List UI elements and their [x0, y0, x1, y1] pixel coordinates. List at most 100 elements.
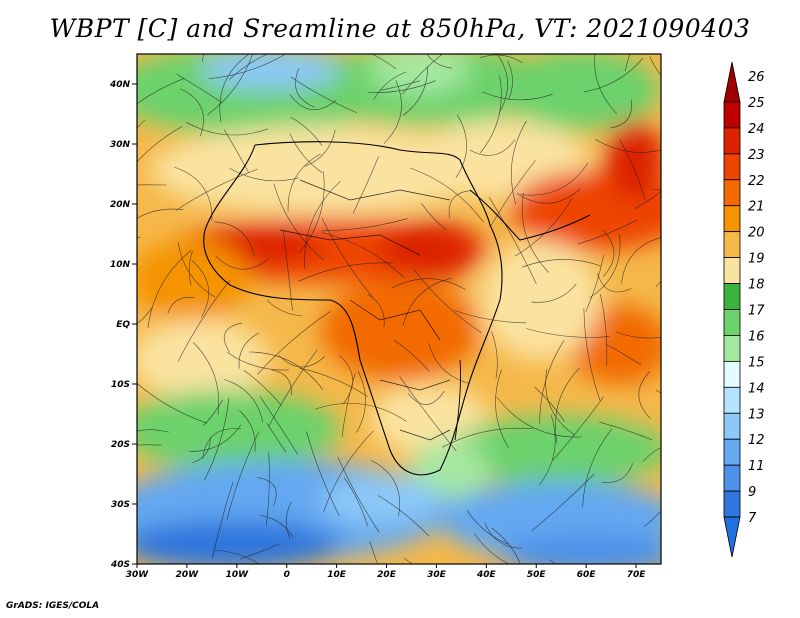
colorbar-label: 13	[748, 407, 765, 422]
colorbar-label: 16	[748, 329, 765, 344]
lat-tick-label: 20S	[111, 440, 130, 450]
lat-tick-label: 40N	[109, 80, 131, 90]
colorbar-label: 24	[748, 122, 765, 137]
streamline	[211, 482, 234, 559]
colorbar-swatch	[723, 335, 741, 362]
streamline	[597, 273, 632, 293]
streamline	[514, 198, 572, 257]
streamline	[298, 262, 394, 282]
lon-tick-label: 30E	[427, 570, 447, 580]
streamline	[201, 54, 204, 62]
streamline	[315, 403, 407, 422]
streamline	[137, 120, 145, 129]
streamline	[227, 351, 289, 371]
streamline	[223, 129, 249, 173]
streamline	[402, 54, 443, 95]
streamline	[298, 171, 325, 254]
streamline	[268, 349, 318, 427]
streamline	[378, 495, 430, 537]
streamline	[188, 424, 242, 452]
streamline	[599, 421, 653, 441]
streamline	[352, 156, 379, 214]
streamline	[304, 129, 336, 167]
coastlines	[203, 141, 591, 476]
map-title: WBPT [C] and Sreamline at 850hPa, VT: 20…	[49, 14, 751, 43]
colorbar-label: 21	[748, 200, 765, 215]
lon-tick-label: 10W	[226, 570, 250, 580]
streamline	[521, 192, 550, 273]
streamline	[214, 221, 255, 257]
streamlines	[137, 54, 661, 564]
streamline	[137, 429, 169, 433]
streamline	[229, 54, 269, 80]
streamline	[215, 255, 269, 270]
streamline	[496, 54, 508, 114]
streamline	[266, 300, 303, 317]
streamline	[203, 399, 223, 426]
streamline	[180, 88, 204, 137]
streamline	[239, 543, 280, 560]
colorbar-swatch	[723, 153, 741, 181]
streamline	[600, 294, 608, 367]
streamline	[413, 268, 482, 333]
colorbar-label: 18	[748, 278, 765, 293]
colorbar-label: 22	[748, 174, 765, 189]
streamline	[186, 121, 269, 136]
streamline	[491, 527, 521, 564]
streamline	[602, 229, 615, 277]
streamline	[534, 386, 565, 422]
streamline	[488, 197, 537, 285]
colorbar-swatch	[723, 257, 741, 284]
colorbar-label: 23	[748, 148, 765, 163]
streamline	[426, 54, 452, 69]
streamline	[287, 153, 321, 212]
streamline	[410, 167, 484, 223]
streamline	[605, 343, 642, 366]
streamline	[219, 54, 250, 123]
colorbar-label: 7	[748, 511, 757, 526]
streamline	[282, 229, 293, 311]
streamline	[290, 116, 323, 146]
lon-tick-label: 60E	[577, 570, 597, 580]
streamline	[137, 78, 185, 105]
streamline	[238, 332, 260, 369]
streamline	[624, 54, 631, 72]
colorbar-swatch	[723, 516, 741, 558]
streamline	[371, 54, 397, 70]
streamline	[191, 260, 209, 318]
streamline	[137, 125, 183, 163]
lon-tick-label: 50E	[527, 570, 547, 580]
lon-tick-label: 70E	[627, 570, 647, 580]
colorbar-swatch	[723, 283, 741, 310]
colorbar-swatch	[723, 386, 741, 414]
colorbar-swatch	[723, 438, 741, 466]
streamline	[402, 66, 428, 116]
streamline	[507, 60, 513, 100]
streamline	[649, 56, 661, 76]
streamline	[479, 75, 502, 154]
colorbar-swatch	[723, 309, 741, 336]
streamline	[204, 397, 230, 481]
colorbar-swatch	[723, 179, 741, 207]
streamline	[621, 237, 661, 284]
streamline	[552, 396, 604, 461]
streamline	[609, 99, 632, 129]
streamline	[531, 473, 595, 532]
streamline	[299, 367, 368, 397]
streamline	[520, 162, 589, 196]
streamline	[583, 307, 601, 401]
streamline	[174, 166, 213, 222]
colorbar-swatch	[723, 101, 741, 129]
streamline	[321, 218, 408, 232]
colorbar-label: 25	[748, 96, 765, 111]
streamline	[469, 139, 516, 156]
streamline	[490, 160, 536, 227]
streamline	[188, 250, 193, 286]
streamline	[638, 371, 651, 419]
streamline	[289, 133, 323, 173]
longitude-ticks: 30W 20W 10W 0 10E 20E 30E 40E 50E 60E 70E	[126, 564, 646, 580]
streamline	[495, 369, 509, 448]
streamline	[177, 242, 216, 298]
streamline	[137, 444, 162, 446]
streamline	[584, 57, 644, 93]
